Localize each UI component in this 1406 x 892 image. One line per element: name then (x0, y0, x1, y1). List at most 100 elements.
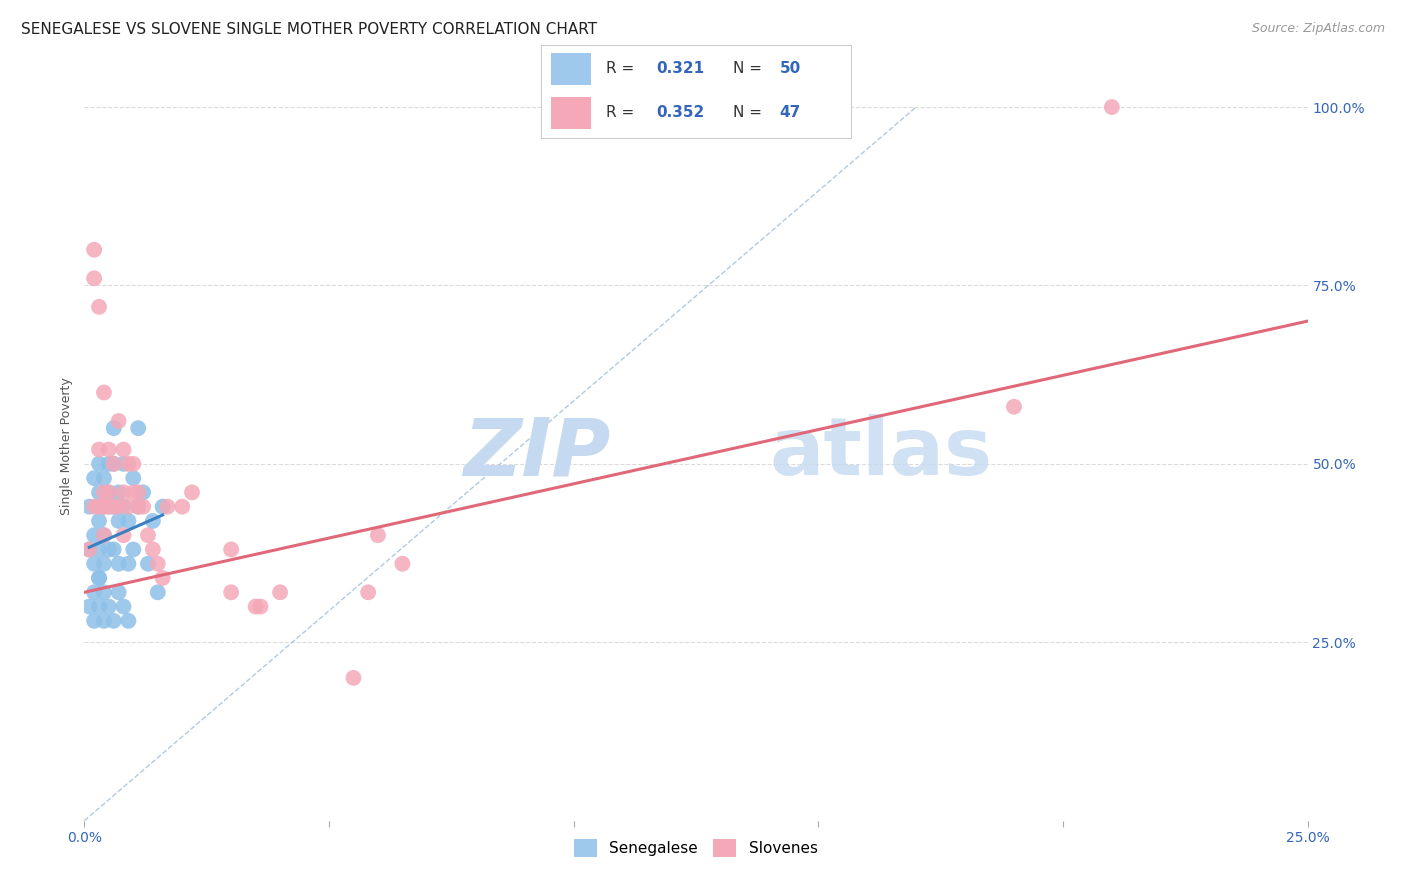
Point (132, 485, 155, 500)
Point (83, 528, 105, 542)
Point (132, 500, 155, 514)
Point (97, 485, 120, 500)
Point (127, 500, 149, 514)
Point (97, 500, 120, 514)
Point (87, 500, 110, 514)
Point (97, 442, 120, 457)
Point (117, 614, 139, 628)
Point (1002, 400, 1025, 414)
Point (367, 528, 389, 542)
Point (156, 500, 179, 514)
Point (103, 500, 125, 514)
Point (112, 500, 135, 514)
Point (77, 500, 100, 514)
Point (83, 585, 105, 599)
Text: R =: R = (606, 105, 640, 120)
Text: SENEGALESE VS SLOVENE SINGLE MOTHER POVERTY CORRELATION CHART: SENEGALESE VS SLOVENE SINGLE MOTHER POVE… (21, 22, 598, 37)
Point (77, 599, 100, 614)
Point (249, 599, 271, 614)
Point (77, 542, 100, 557)
Point (112, 528, 135, 542)
Point (269, 585, 291, 599)
Point (152, 500, 174, 514)
Point (87, 542, 110, 557)
Point (146, 557, 169, 571)
Point (83, 614, 105, 628)
Point (93, 500, 115, 514)
Point (103, 457, 125, 471)
Point (87, 571, 110, 585)
Point (87, 300, 110, 314)
FancyBboxPatch shape (551, 53, 591, 85)
Text: Source: ZipAtlas.com: Source: ZipAtlas.com (1251, 22, 1385, 36)
Point (107, 557, 129, 571)
Point (146, 585, 169, 599)
Point (103, 542, 125, 557)
Text: N =: N = (733, 105, 766, 120)
Point (87, 442, 110, 457)
Point (245, 599, 267, 614)
Point (97, 542, 120, 557)
Point (342, 671, 364, 685)
Point (77, 542, 100, 557)
Point (172, 500, 194, 514)
Point (103, 457, 125, 471)
Point (93, 585, 115, 599)
Point (87, 514, 110, 528)
Point (112, 485, 135, 500)
Point (117, 514, 139, 528)
Point (97, 500, 120, 514)
Point (93, 500, 115, 514)
Point (117, 500, 139, 514)
Point (83, 243, 105, 257)
Point (391, 557, 413, 571)
Point (93, 528, 115, 542)
Point (93, 385, 115, 400)
Legend: Senegalese, Slovenes: Senegalese, Slovenes (569, 835, 823, 862)
Point (122, 471, 145, 485)
Point (83, 271, 105, 285)
Point (107, 485, 129, 500)
Text: ZIP: ZIP (463, 415, 610, 492)
Point (83, 500, 105, 514)
Point (117, 457, 139, 471)
Text: R =: R = (606, 62, 640, 77)
Point (112, 442, 135, 457)
Point (112, 457, 135, 471)
Point (87, 599, 110, 614)
Point (142, 514, 165, 528)
Text: 47: 47 (779, 105, 801, 120)
Point (83, 557, 105, 571)
Y-axis label: Single Mother Poverty: Single Mother Poverty (60, 377, 73, 515)
Point (97, 599, 120, 614)
Point (181, 485, 204, 500)
Point (93, 614, 115, 628)
Text: 0.352: 0.352 (655, 105, 704, 120)
Point (152, 571, 174, 585)
Point (93, 471, 115, 485)
Point (1101, 100, 1123, 114)
Point (357, 585, 380, 599)
Point (127, 421, 149, 435)
Text: 50: 50 (779, 62, 801, 77)
Point (93, 528, 115, 542)
Point (117, 557, 139, 571)
FancyBboxPatch shape (551, 97, 591, 129)
Point (107, 500, 129, 514)
Point (103, 421, 125, 435)
Point (136, 528, 159, 542)
Point (107, 414, 129, 428)
Point (122, 457, 145, 471)
Point (127, 500, 149, 514)
Text: 0.321: 0.321 (655, 62, 704, 77)
Text: N =: N = (733, 62, 766, 77)
Point (219, 585, 242, 599)
Point (87, 571, 110, 585)
Point (93, 485, 115, 500)
Point (83, 471, 105, 485)
Point (142, 542, 165, 557)
Point (122, 542, 145, 557)
Point (103, 500, 125, 514)
Point (107, 585, 129, 599)
Point (87, 500, 110, 514)
